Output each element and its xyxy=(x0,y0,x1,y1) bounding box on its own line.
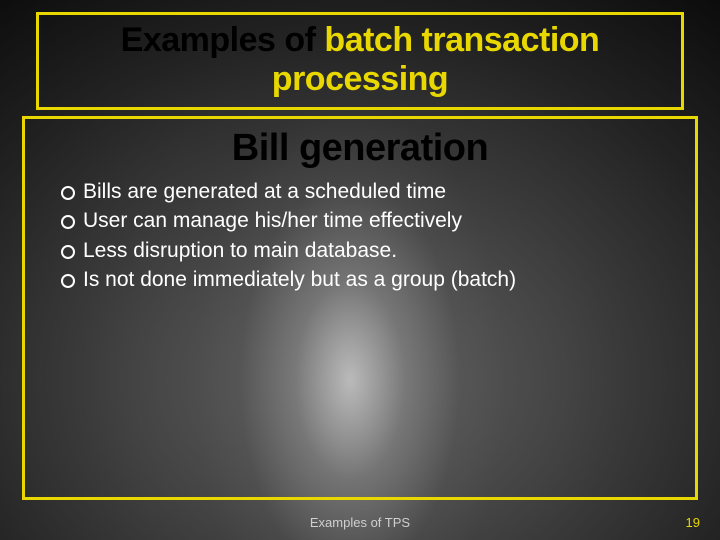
list-item: Less disruption to main database. xyxy=(61,237,671,265)
footer-label: Examples of TPS xyxy=(0,515,720,530)
content-container: Bill generation Bills are generated at a… xyxy=(22,116,698,500)
bullet-list: Bills are generated at a scheduled time … xyxy=(49,178,671,294)
list-item: Is not done immediately but as a group (… xyxy=(61,266,671,294)
slide: Examples of batch transaction processing… xyxy=(0,0,720,540)
content-subtitle: Bill generation xyxy=(49,127,671,170)
list-item: User can manage his/her time effectively xyxy=(61,207,671,235)
title-container: Examples of batch transaction processing xyxy=(36,12,684,110)
page-number: 19 xyxy=(686,515,700,530)
title-prefix: Examples of xyxy=(121,21,325,59)
list-item: Bills are generated at a scheduled time xyxy=(61,178,671,206)
slide-title: Examples of batch transaction processing xyxy=(51,21,669,99)
